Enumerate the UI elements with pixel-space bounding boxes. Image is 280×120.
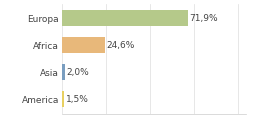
Bar [62,91,64,107]
Text: 71,9%: 71,9% [190,14,218,23]
Text: 1,5%: 1,5% [66,95,88,104]
Bar [62,37,105,53]
Text: 2,0%: 2,0% [67,68,89,77]
Text: 24,6%: 24,6% [106,41,135,50]
Bar [62,10,188,27]
Bar [62,64,65,80]
